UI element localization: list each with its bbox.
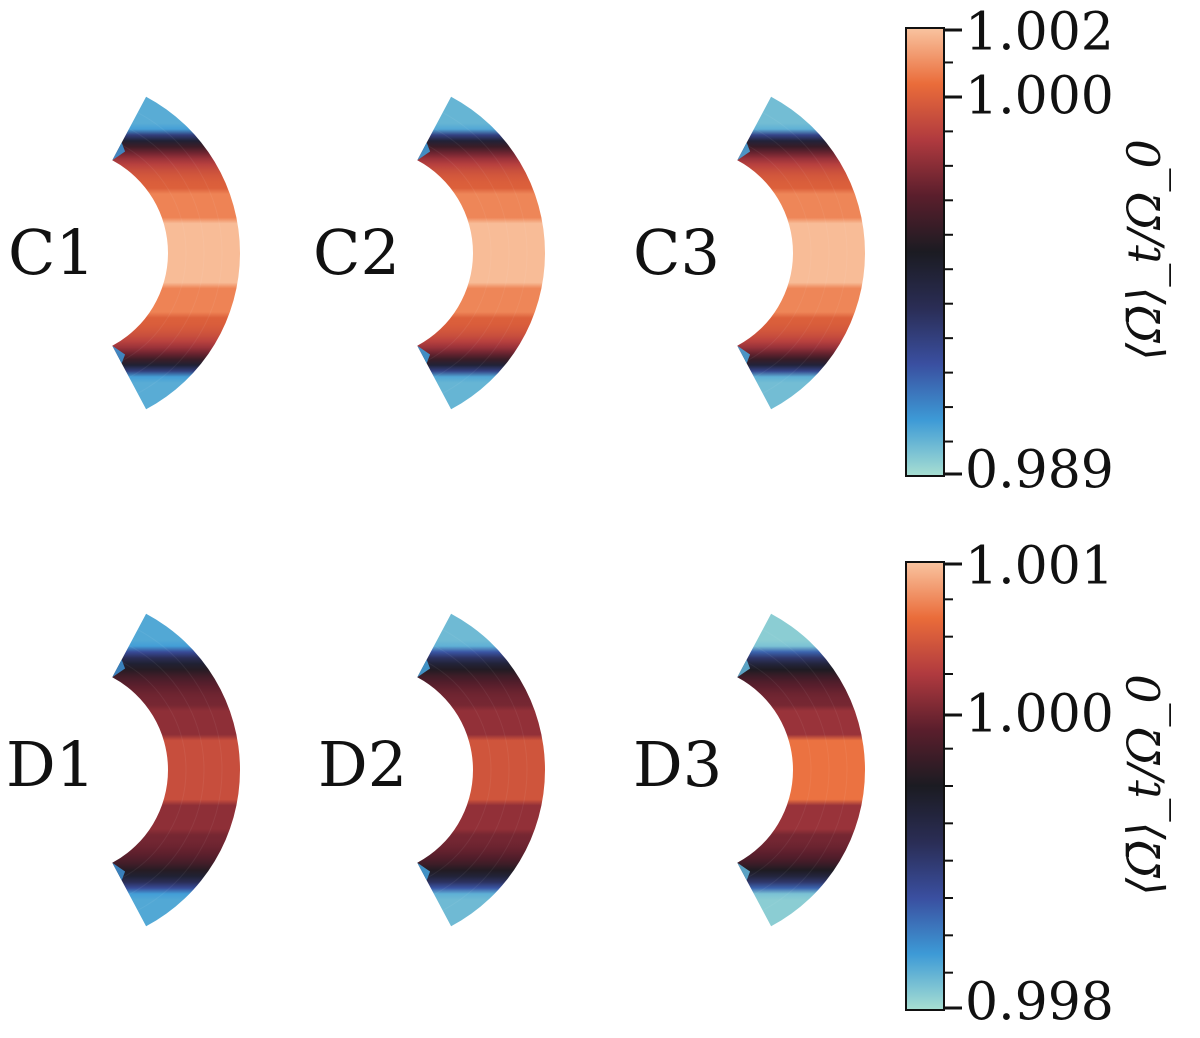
shell-fill (112, 96, 240, 410)
contour-line (745, 660, 812, 880)
shell-wedge-d2 (417, 613, 546, 927)
meridional-plot-c1: C1 (8, 96, 240, 410)
polar-tip (737, 862, 751, 881)
shell-wedge-d1 (112, 613, 241, 927)
contour-line (120, 660, 187, 880)
polar-tip (112, 345, 126, 364)
shell-fill (112, 613, 241, 927)
polar-tip (112, 142, 126, 161)
contour-line (128, 128, 205, 378)
contour-line (745, 143, 812, 363)
panel-row-c: C1 C2 C3 (8, 96, 865, 410)
polar-tip (417, 862, 431, 881)
panel-label-d2: D2 (318, 728, 407, 801)
colorbar-d-tick-label-one: 1.000 (965, 685, 1114, 745)
shell-wedge-d3 (737, 613, 865, 927)
colorbar-c-minor-ticks (944, 61, 953, 443)
polar-tip (737, 345, 751, 364)
meridional-plot-d1: D1 (6, 613, 241, 927)
contour-line (128, 645, 205, 895)
contour-line (137, 112, 223, 394)
colorbar-c-tick-label-max: 1.002 (965, 3, 1114, 63)
contour-line (442, 112, 528, 394)
polar-tip (112, 862, 126, 881)
contour-line (753, 128, 830, 378)
polar-tip (112, 659, 126, 678)
shell-wedge-c3 (737, 96, 865, 410)
contour-line (753, 645, 830, 895)
meridional-plot-c2: C2 (313, 96, 545, 410)
contour-line (433, 645, 510, 895)
panel-label-d1: D1 (6, 728, 95, 801)
colorbar-d-bar (905, 561, 945, 1011)
colorbar-d-tick-label-max: 1.001 (965, 537, 1114, 597)
contour-line (425, 660, 492, 880)
shell-wedge-c1 (112, 96, 240, 410)
panel-label-c3: C3 (633, 216, 720, 289)
contour-line (433, 128, 510, 378)
panel-label-c1: C1 (8, 216, 95, 289)
contour-line (425, 143, 492, 363)
colorbar-c: 1.002 1.000 0.989 ⟨Ω̄⟩_t/Ω_0 (905, 3, 1171, 501)
meridional-plot-d3: D3 (633, 613, 865, 927)
polar-tip (737, 659, 751, 678)
shell-fill (737, 96, 865, 410)
colorbar-c-tick-label-min: 0.989 (965, 441, 1114, 501)
panel-row-d: D1 D2 D3 (6, 613, 865, 927)
meridional-plot-c3: C3 (633, 96, 865, 410)
polar-tip (417, 345, 431, 364)
contour-line (762, 112, 848, 394)
colorbar-d-tick-label-min: 0.998 (965, 973, 1114, 1033)
shell-fill (737, 613, 865, 927)
panel-label-c2: C2 (313, 216, 400, 289)
polar-tip (737, 142, 751, 161)
panel-label-d3: D3 (633, 728, 722, 801)
colorbar-d: 1.001 1.000 0.998 ⟨Ω̄⟩_t/Ω_0 (905, 537, 1171, 1033)
colorbar-c-bar (905, 27, 945, 477)
shell-fill (417, 613, 546, 927)
shell-wedge-c2 (417, 96, 545, 410)
contour-line (442, 629, 528, 911)
contour-line (762, 629, 848, 911)
colorbar-c-label: ⟨Ω̄⟩_t/Ω_0 (1117, 139, 1171, 360)
shell-fill (417, 96, 545, 410)
polar-tip (417, 659, 431, 678)
colorbar-c-tick-label-one: 1.000 (965, 67, 1114, 127)
contour-line (137, 629, 223, 911)
contour-line (120, 143, 187, 363)
colorbar-d-minor-ticks (944, 598, 953, 974)
meridional-plot-d2: D2 (318, 613, 546, 927)
polar-tip (417, 142, 431, 161)
colorbar-d-label: ⟨Ω̄⟩_t/Ω_0 (1117, 674, 1171, 895)
